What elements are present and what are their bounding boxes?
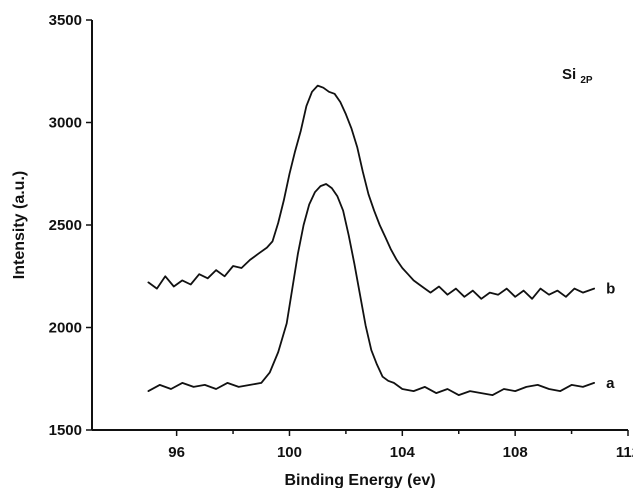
series-line-a <box>147 183 595 396</box>
x-tick-label: 96 <box>168 444 185 461</box>
y-axis-label: Intensity (a.u.) <box>11 171 28 279</box>
y-tick-label: 2000 <box>49 320 82 337</box>
series-line-b <box>147 84 595 300</box>
y-tick-label: 3500 <box>49 12 82 29</box>
x-tick-label: 100 <box>277 444 302 461</box>
axes-layer <box>91 20 628 431</box>
series-label-b: b <box>606 281 615 298</box>
y-tick-label: 1500 <box>49 422 82 439</box>
x-tick-label: 112 <box>616 444 633 461</box>
x-tick-label: 108 <box>503 444 528 461</box>
series-label-a: a <box>606 375 615 392</box>
si2p-annotation: Si 2P <box>562 66 593 86</box>
annotation-base: Si <box>562 66 576 83</box>
y-tick-label: 2500 <box>49 217 82 234</box>
x-axis-label: Binding Energy (ev) <box>284 472 435 488</box>
ticks-layer: 96 100 104 108 112 1500 2000 2500 3000 3500 <box>49 12 633 461</box>
annotation-subscript: 2P <box>580 75 593 86</box>
x-tick-label: 104 <box>390 444 416 461</box>
labels-layer: Binding Energy (ev) Intensity (a.u.) Si … <box>11 66 593 488</box>
series-layer: ba <box>147 84 615 396</box>
y-tick-label: 3000 <box>49 115 82 132</box>
